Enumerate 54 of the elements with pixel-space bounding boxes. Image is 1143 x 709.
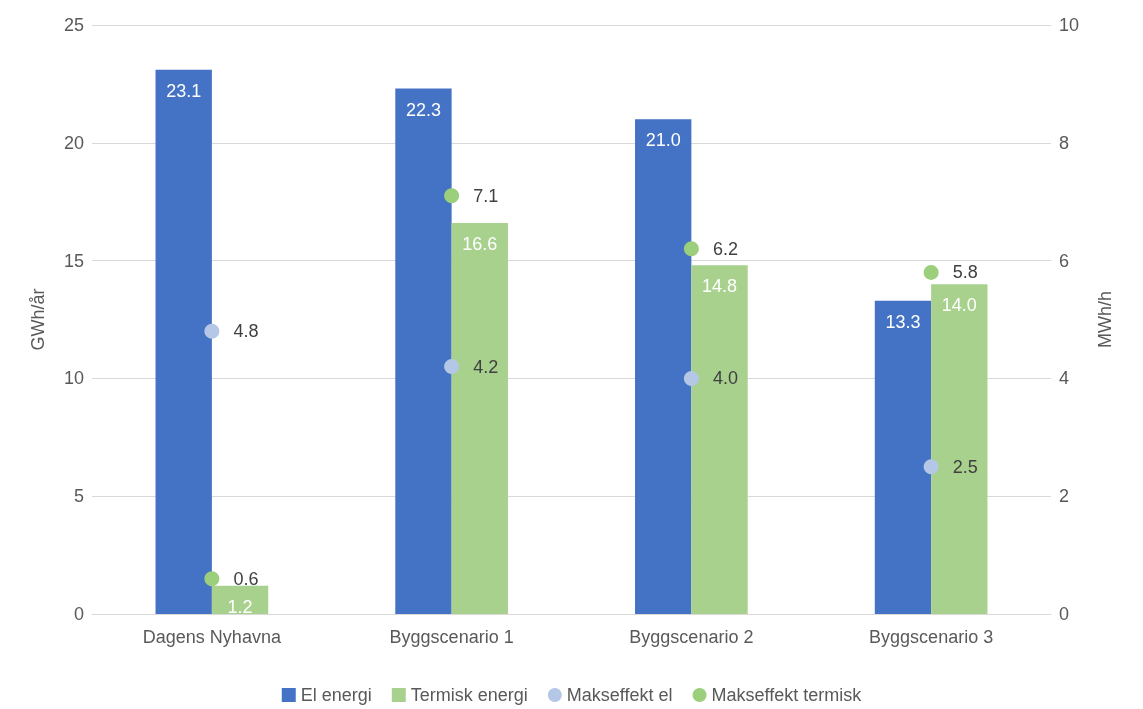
y2-tick-label: 8	[1059, 132, 1070, 153]
y2-tick-label: 0	[1059, 604, 1070, 624]
data-label: 2.5	[952, 456, 978, 477]
legend-label: El energi	[300, 685, 372, 705]
x-tick-label: Dagens Nyhavna	[142, 627, 282, 647]
legend-label: Termisk energi	[410, 685, 528, 705]
data-label: 7.1	[473, 185, 499, 206]
bar	[874, 300, 932, 614]
data-label: 4.0	[712, 368, 738, 389]
point	[923, 264, 939, 280]
data-label: 23.1	[166, 80, 202, 101]
y2-tick-label: 4	[1059, 368, 1070, 389]
bar	[155, 69, 212, 614]
y2-axis-title: MWh/h	[1095, 290, 1115, 349]
bar	[691, 265, 748, 614]
y2-tick-label: 2	[1059, 486, 1070, 507]
bar	[635, 119, 692, 614]
y2-tick-label: 6	[1059, 250, 1070, 271]
data-label: 13.3	[885, 311, 921, 332]
data-label: 14.8	[702, 276, 738, 297]
legend-label: Makseffekt el	[566, 685, 673, 705]
point	[204, 571, 220, 587]
legend-label: Makseffekt termisk	[711, 685, 863, 705]
bar	[211, 585, 269, 614]
data-label: 1.2	[227, 596, 253, 617]
y-tick-label: 20	[63, 132, 84, 153]
y-tick-label: 15	[63, 250, 84, 271]
data-label: 22.3	[405, 99, 441, 120]
data-label: 0.6	[233, 568, 259, 589]
y-axis-title: GWh/år	[28, 288, 48, 351]
data-label: 21.0	[645, 130, 681, 151]
y-tick-label: 0	[73, 604, 84, 624]
point	[444, 188, 460, 204]
x-tick-label: Byggscenario 2	[629, 627, 754, 647]
bar	[931, 284, 988, 614]
data-label: 4.2	[473, 356, 499, 377]
point	[683, 241, 699, 257]
x-tick-label: Byggscenario 1	[389, 627, 514, 647]
y-tick-label: 5	[73, 486, 84, 507]
point	[923, 459, 939, 475]
point	[444, 359, 460, 375]
data-label: 16.6	[462, 233, 498, 254]
point	[204, 323, 220, 339]
bar	[395, 88, 452, 614]
x-tick-label: Byggscenario 3	[869, 627, 994, 647]
y-tick-label: 10	[63, 368, 84, 389]
bar	[451, 222, 508, 614]
y-tick-label: 25	[63, 15, 84, 35]
data-label: 4.8	[233, 321, 259, 342]
data-label: 5.8	[952, 262, 978, 283]
y2-tick-label: 10	[1059, 15, 1080, 35]
point	[683, 370, 699, 386]
data-label: 6.2	[712, 238, 738, 259]
data-label: 14.0	[941, 295, 977, 316]
